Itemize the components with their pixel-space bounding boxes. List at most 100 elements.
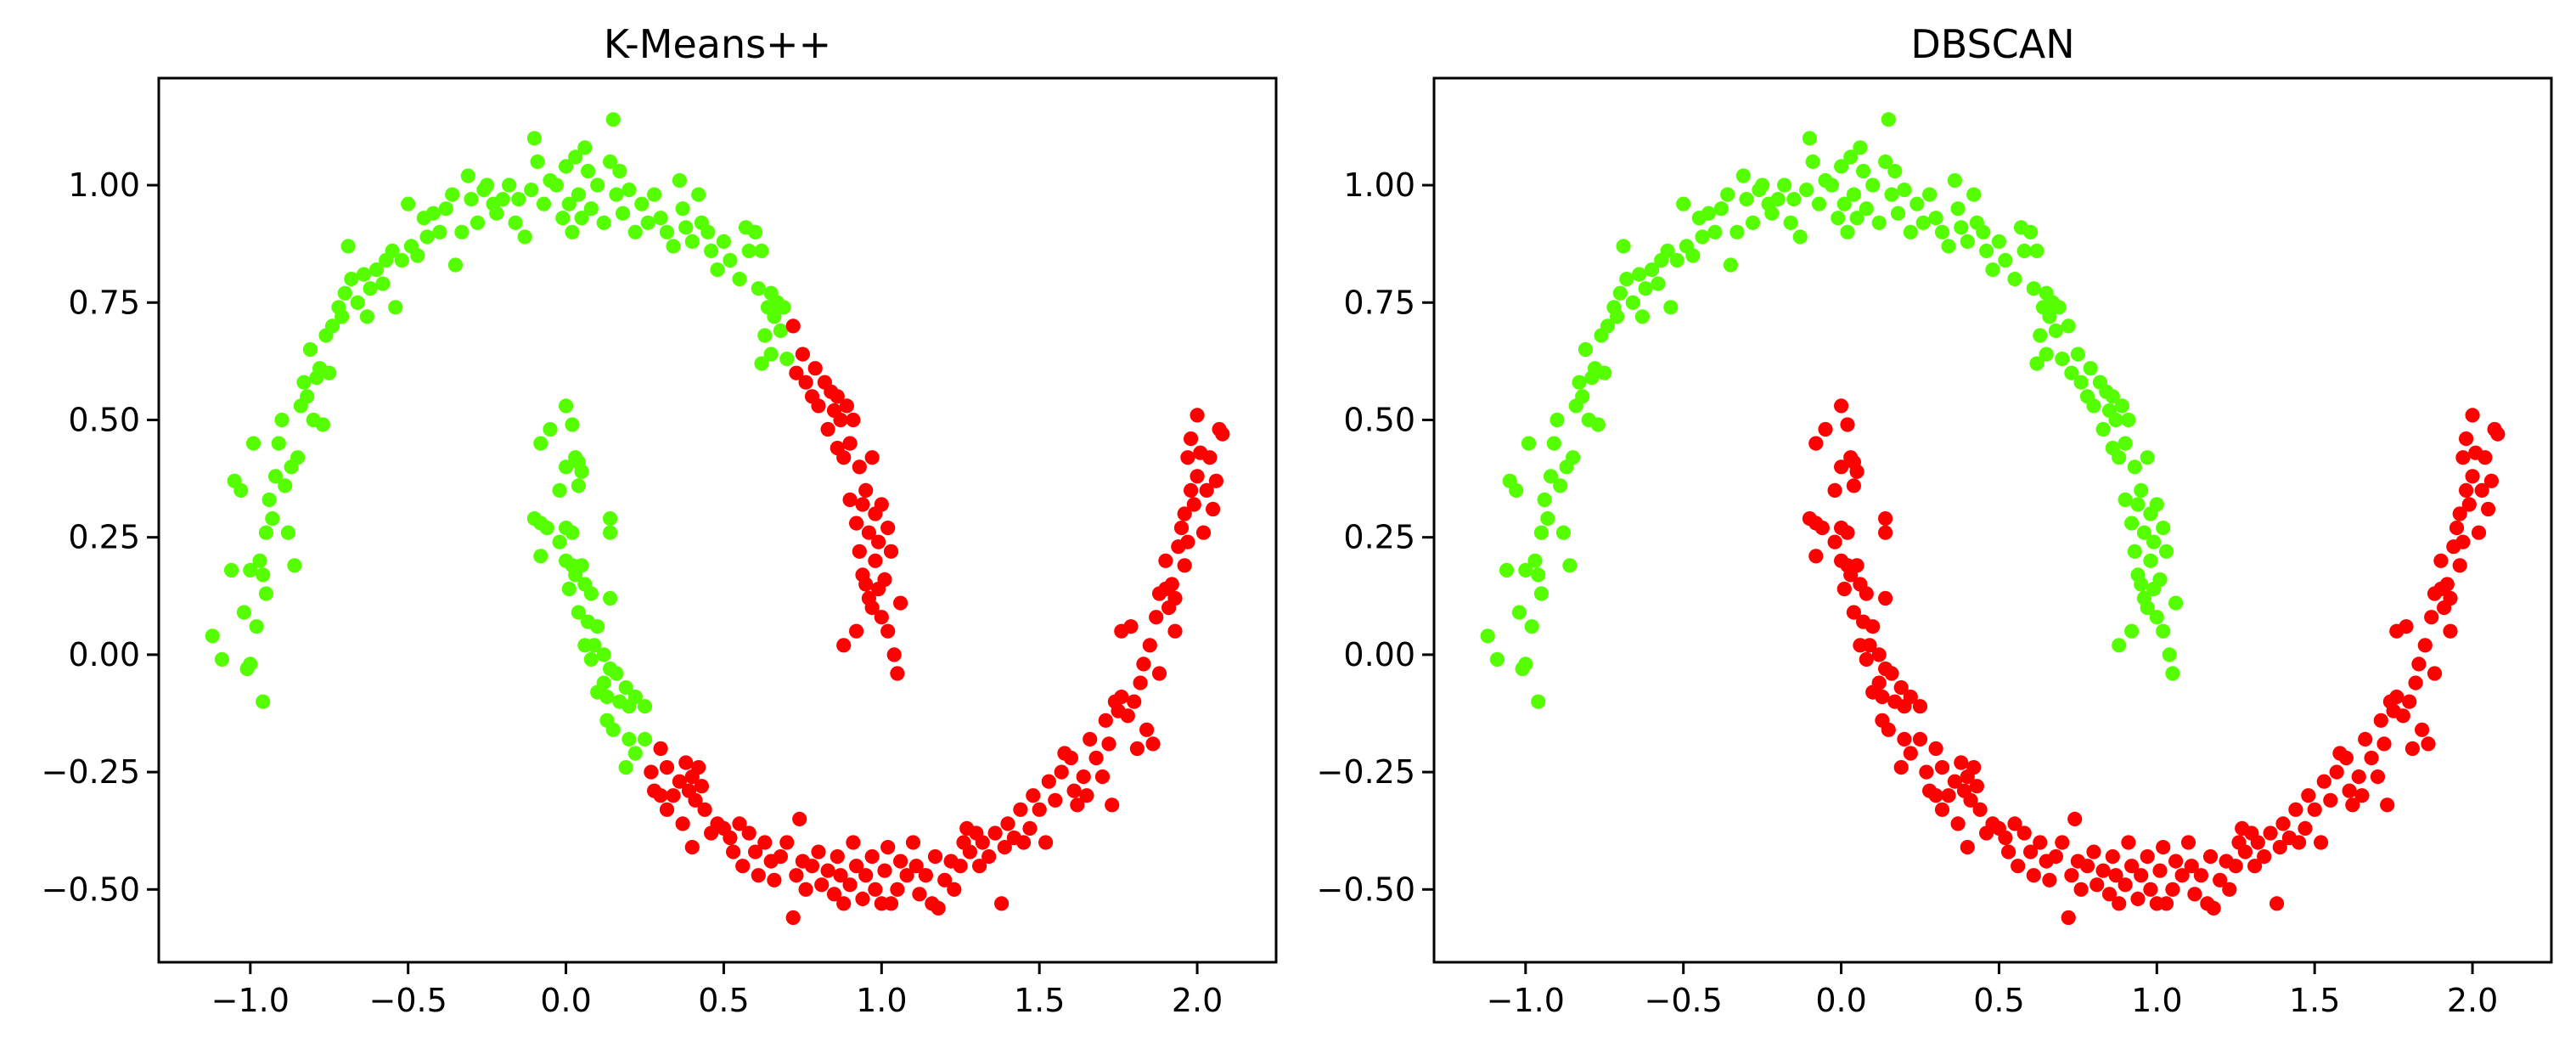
data-point	[789, 868, 804, 883]
data-point	[2455, 450, 2471, 465]
data-point	[337, 285, 352, 301]
data-point	[565, 417, 580, 432]
data-point	[1167, 590, 1183, 606]
data-point	[1871, 647, 1887, 662]
x-tick-label: −0.5	[1645, 982, 1723, 1019]
data-point	[627, 746, 643, 761]
data-point	[908, 859, 924, 874]
data-point	[1480, 628, 1495, 644]
data-point	[2193, 868, 2208, 883]
data-point	[2168, 854, 2184, 869]
data-point	[1878, 511, 1893, 527]
data-point	[1215, 426, 1230, 442]
data-point	[568, 149, 583, 165]
data-point	[1105, 797, 1120, 813]
data-point	[1145, 736, 1161, 752]
data-point	[1173, 521, 1190, 536]
data-point	[1912, 699, 1928, 714]
data-point	[918, 868, 933, 883]
data-point	[548, 177, 565, 193]
data-point	[962, 844, 977, 859]
x-tick-label: 0.5	[698, 982, 749, 1019]
data-point	[1590, 417, 1606, 432]
data-point	[2146, 534, 2162, 549]
data-point	[2042, 309, 2057, 324]
data-point	[1184, 431, 1199, 447]
data-point	[1954, 755, 1969, 770]
data-point	[644, 764, 659, 780]
data-point	[256, 694, 271, 709]
data-point	[2478, 450, 2493, 465]
data-point	[1101, 736, 1116, 752]
data-point	[385, 243, 400, 258]
data-point	[1843, 567, 1859, 583]
data-point	[2329, 764, 2344, 780]
data-point	[2184, 859, 2199, 874]
data-point	[890, 882, 905, 897]
data-point	[2483, 473, 2499, 488]
data-point	[2165, 666, 2180, 681]
data-point	[874, 610, 889, 625]
data-point	[1177, 558, 1192, 573]
data-point	[2354, 788, 2370, 803]
data-point	[1013, 802, 1028, 817]
data-point	[2118, 436, 2133, 451]
data-point	[795, 347, 811, 362]
data-point	[1739, 192, 1754, 207]
data-point	[1846, 478, 1861, 493]
data-point	[1849, 464, 1865, 479]
data-point	[2095, 421, 2111, 437]
data-point	[1884, 666, 1899, 681]
x-tick-label: −1.0	[1487, 982, 1565, 1019]
data-point	[833, 868, 848, 883]
data-point	[1651, 276, 1666, 291]
data-point	[704, 243, 719, 258]
data-point	[2048, 849, 2063, 865]
data-point	[1634, 309, 1650, 324]
data-point	[280, 525, 295, 540]
data-point	[640, 215, 655, 230]
data-point	[688, 792, 703, 808]
data-point	[401, 196, 416, 211]
data-point	[464, 192, 479, 207]
data-point	[1836, 581, 1852, 597]
data-point	[502, 177, 517, 193]
data-point	[1083, 731, 1098, 747]
data-point	[324, 318, 340, 334]
data-point	[508, 215, 523, 230]
data-point	[1114, 690, 1129, 705]
y-tick-label: −0.25	[1317, 753, 1415, 791]
data-point	[1808, 549, 1824, 564]
data-point	[807, 361, 823, 376]
data-point	[1960, 840, 1975, 855]
data-point	[233, 482, 249, 499]
data-point	[1208, 473, 1223, 488]
data-point	[1881, 722, 1896, 737]
data-point	[2417, 638, 2433, 653]
data-point	[1805, 154, 1820, 169]
data-point	[697, 802, 712, 817]
data-point	[2307, 802, 2322, 817]
data-point	[1509, 482, 1524, 499]
data-point	[871, 534, 886, 549]
data-point	[792, 811, 807, 827]
data-point	[1041, 774, 1056, 789]
data-point	[893, 595, 908, 611]
data-point	[1518, 656, 1533, 672]
data-point	[839, 398, 855, 414]
data-point	[2174, 868, 2190, 883]
data-point	[2105, 389, 2120, 404]
data-point	[2338, 750, 2354, 766]
data-point	[2439, 577, 2455, 592]
data-point	[2358, 731, 2373, 747]
data-point	[820, 863, 835, 878]
data-point	[814, 877, 830, 893]
data-point	[2048, 323, 2063, 338]
y-tick-label: 0.00	[1343, 636, 1415, 673]
data-point	[1701, 206, 1716, 221]
data-point	[470, 215, 486, 230]
data-point	[1862, 638, 1877, 653]
data-point	[1919, 764, 1934, 780]
data-point	[836, 638, 852, 653]
data-point	[1199, 482, 1214, 499]
